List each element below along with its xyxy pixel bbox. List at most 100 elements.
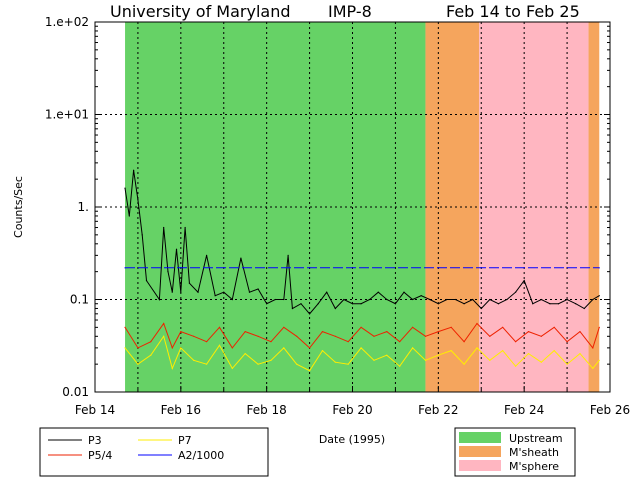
data-point-s2-34	[553, 350, 555, 352]
data-point-s0-52	[514, 291, 517, 293]
data-point-s2-35	[566, 363, 568, 365]
data-point-s0-26	[291, 307, 294, 310]
data-point-s2-7	[205, 363, 208, 365]
data-point-s0-53	[523, 280, 525, 282]
data-point-s0-59	[575, 303, 577, 305]
data-point-s1-29	[489, 335, 491, 337]
data-point-s1-25	[437, 330, 439, 333]
y-tick-label-0: 1.e+02	[45, 15, 89, 29]
data-point-s0-50	[497, 303, 500, 305]
x-tick-label-3: Feb 20	[332, 403, 372, 417]
data-point-s0-1	[128, 215, 130, 217]
data-point-s0-56	[549, 303, 551, 305]
data-point-s2-19	[360, 347, 362, 349]
data-point-s0-51	[506, 298, 508, 301]
region-legend-label-2: M'sphere	[509, 460, 559, 473]
data-point-s2-38	[598, 359, 600, 361]
data-point-s0-17	[223, 291, 225, 293]
data-point-s0-24	[283, 298, 285, 301]
x-tick-label-5: Feb 24	[504, 403, 544, 417]
data-point-s0-15	[205, 254, 208, 256]
chart-title-spacecraft: IMP-8	[328, 2, 372, 21]
data-point-s2-10	[244, 353, 246, 355]
data-point-s0-9	[171, 291, 173, 293]
data-point-s0-62	[598, 295, 600, 297]
data-point-s2-25	[437, 354, 439, 356]
data-point-s0-48	[480, 307, 482, 310]
data-point-s2-21	[386, 354, 388, 356]
data-point-s3-1	[598, 267, 600, 269]
region-legend-label-1: M'sheath	[509, 446, 559, 459]
data-point-s1-5	[180, 330, 182, 333]
data-point-s0-49	[489, 298, 491, 301]
data-point-s1-32	[527, 330, 530, 333]
data-point-s0-25	[287, 254, 289, 256]
data-point-s1-11	[257, 335, 259, 337]
data-point-s0-22	[266, 303, 268, 305]
data-point-s0-10	[175, 248, 178, 250]
data-point-s0-61	[592, 298, 594, 301]
region-legend-label-0: Upstream	[509, 432, 563, 445]
data-point-s1-16	[321, 330, 324, 333]
region-legend-swatch-0	[459, 432, 501, 443]
data-point-s0-19	[240, 257, 242, 259]
data-point-s0-12	[184, 226, 186, 229]
chart-title-daterange: Feb 14 to Feb 25	[446, 2, 580, 21]
data-point-s0-27	[300, 303, 302, 305]
data-point-s1-21	[386, 330, 388, 333]
data-point-s1-27	[463, 341, 465, 343]
data-point-s0-58	[566, 298, 568, 301]
data-point-s0-44	[446, 298, 448, 301]
data-point-s0-46	[463, 303, 465, 305]
data-point-s1-23	[411, 326, 414, 328]
data-point-s1-14	[296, 335, 298, 337]
data-point-s2-29	[489, 359, 491, 361]
data-point-s2-11	[257, 363, 259, 365]
y-axis-label: Counts/Sec	[12, 176, 25, 238]
x-tick-label-1: Feb 16	[161, 403, 201, 417]
data-point-s1-1	[137, 347, 139, 349]
y-axis: 1.e+02 1.e+01 1. 0.1 0.01	[45, 15, 610, 399]
grid-lines	[95, 22, 610, 392]
data-point-s2-23	[411, 347, 414, 349]
data-point-s0-21	[257, 288, 259, 290]
y-tick-label-4: 0.01	[62, 385, 89, 399]
data-point-s2-31	[514, 365, 517, 367]
data-point-s1-8	[218, 326, 221, 328]
data-point-s1-15	[308, 347, 311, 349]
data-point-s0-18	[231, 298, 233, 301]
data-series	[124, 169, 600, 372]
data-point-s0-60	[583, 307, 585, 310]
legend-label-p3: P3	[88, 434, 102, 447]
data-point-s2-2	[150, 354, 152, 356]
data-point-s0-55	[540, 298, 542, 301]
data-point-s2-37	[592, 367, 594, 369]
data-point-s1-35	[566, 341, 568, 343]
series-legend: P3 P7 P5/4 A2/1000	[39, 427, 269, 477]
data-point-s0-32	[343, 298, 345, 301]
data-point-s2-3	[163, 335, 165, 337]
data-point-s2-6	[193, 359, 195, 361]
data-point-s1-4	[171, 347, 173, 349]
data-point-s2-5	[180, 347, 182, 349]
x-tick-label-4: Feb 22	[418, 403, 458, 417]
data-point-s2-33	[540, 361, 542, 363]
data-point-s2-1	[137, 363, 139, 365]
data-point-s1-13	[283, 326, 285, 328]
data-point-s2-4	[171, 367, 173, 369]
data-point-s2-15	[308, 370, 311, 372]
data-point-s0-16	[214, 295, 216, 297]
data-point-s0-6	[158, 298, 160, 301]
data-point-s0-30	[326, 291, 328, 293]
data-point-s1-30	[502, 326, 504, 328]
data-point-s0-29	[317, 303, 319, 305]
data-point-s3-0	[124, 267, 126, 269]
data-point-s1-7	[205, 341, 208, 343]
data-point-s1-3	[163, 322, 165, 325]
data-point-s0-42	[429, 298, 431, 301]
data-point-s0-31	[334, 307, 336, 310]
data-point-s1-36	[579, 330, 581, 333]
y-tick-label-2: 1.	[78, 200, 89, 214]
y-tick-label-1: 1.e+01	[45, 108, 89, 122]
